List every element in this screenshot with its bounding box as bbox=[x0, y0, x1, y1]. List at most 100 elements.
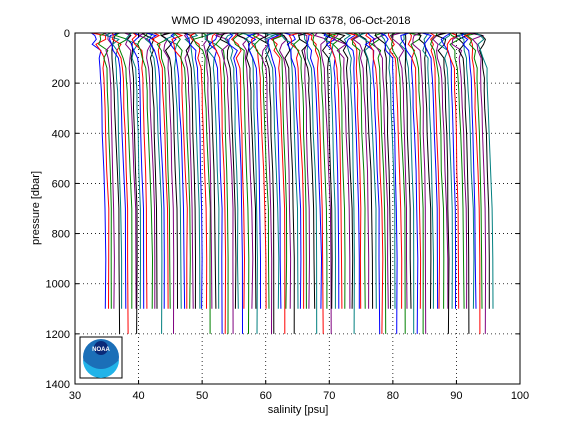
y-tick-label: 600 bbox=[52, 178, 70, 190]
profile-line bbox=[412, 32, 427, 334]
profile-line bbox=[461, 32, 477, 309]
profile-line bbox=[446, 32, 460, 309]
profile-line bbox=[475, 32, 494, 309]
profile-line bbox=[468, 32, 487, 334]
profile-line bbox=[204, 32, 220, 309]
y-tick-label: 1200 bbox=[46, 329, 70, 341]
y-tick-label: 800 bbox=[52, 229, 70, 241]
profile-line bbox=[371, 32, 387, 334]
profile-line bbox=[323, 32, 337, 309]
profile-line bbox=[232, 32, 250, 334]
profile-line bbox=[233, 32, 254, 309]
profile-line bbox=[270, 32, 288, 309]
profile-line bbox=[357, 32, 377, 309]
profile-line bbox=[472, 32, 490, 309]
profile-line bbox=[440, 32, 457, 309]
profile-line bbox=[325, 32, 343, 309]
profile-line bbox=[458, 32, 470, 334]
profile-line bbox=[345, 33, 360, 309]
profile-line bbox=[389, 32, 406, 334]
profile-line bbox=[160, 32, 175, 334]
profile-line bbox=[364, 32, 381, 334]
profile-line bbox=[246, 32, 261, 309]
profile-line bbox=[343, 32, 355, 334]
profile-line bbox=[313, 32, 332, 334]
x-tick-label: 60 bbox=[260, 390, 272, 402]
profile-line bbox=[164, 32, 182, 309]
profile-line bbox=[215, 32, 234, 334]
profile-line bbox=[407, 32, 422, 309]
profile-line bbox=[311, 32, 328, 309]
profile-line bbox=[192, 32, 211, 334]
y-tick-label: 1400 bbox=[46, 379, 70, 391]
profile-line bbox=[352, 32, 370, 309]
profile-line bbox=[465, 32, 483, 309]
y-tick-label: 400 bbox=[52, 128, 70, 140]
profile-line bbox=[124, 32, 142, 309]
profile-line bbox=[261, 32, 280, 309]
profile-line bbox=[151, 32, 169, 309]
profile-line bbox=[380, 32, 398, 334]
profile-line bbox=[281, 32, 299, 309]
profile-line bbox=[432, 32, 449, 309]
profile-line bbox=[422, 32, 435, 309]
profile-line bbox=[215, 32, 229, 334]
profile-line bbox=[91, 32, 107, 309]
profile-line bbox=[296, 32, 311, 309]
profile-line bbox=[109, 32, 127, 309]
profile-line bbox=[365, 32, 384, 334]
profile-line bbox=[298, 32, 316, 309]
profile-line bbox=[408, 32, 424, 334]
plot-frame bbox=[74, 32, 521, 385]
profile-line bbox=[380, 32, 396, 309]
profile-line bbox=[430, 32, 445, 309]
profile-line bbox=[171, 32, 188, 309]
profile-line bbox=[183, 32, 197, 309]
profile-line bbox=[156, 32, 171, 309]
profile-line bbox=[145, 32, 165, 309]
profile-line bbox=[456, 32, 475, 309]
profile-line bbox=[421, 32, 439, 309]
profile-line bbox=[111, 32, 129, 334]
profile-line bbox=[111, 32, 121, 334]
x-axis-label: salinity [psu] bbox=[268, 404, 329, 416]
profile-line bbox=[323, 32, 340, 309]
logo-wave bbox=[83, 360, 119, 378]
x-tick-label: 70 bbox=[323, 390, 335, 402]
profile-line bbox=[332, 32, 351, 309]
y-axis-label: pressure [dbar] bbox=[30, 171, 42, 245]
x-tick-label: 100 bbox=[511, 390, 529, 402]
profile-line bbox=[141, 32, 158, 309]
profile-line bbox=[288, 32, 305, 309]
profile-line bbox=[251, 33, 267, 309]
profile-line bbox=[434, 32, 450, 334]
profile-line bbox=[372, 32, 389, 309]
profile-line bbox=[449, 32, 465, 309]
x-tick-label: 90 bbox=[450, 390, 462, 402]
profile-line bbox=[131, 32, 148, 309]
profile-line bbox=[275, 32, 292, 309]
profile-line bbox=[240, 32, 258, 334]
profile-line bbox=[103, 32, 115, 309]
profile-line bbox=[374, 32, 391, 309]
profile-line bbox=[104, 32, 123, 309]
grid-lines bbox=[75, 33, 520, 384]
y-tick-label: 200 bbox=[52, 78, 70, 90]
profile-line bbox=[144, 32, 163, 334]
profile-line bbox=[417, 32, 432, 309]
profile-line bbox=[208, 32, 223, 334]
x-tick-label: 80 bbox=[387, 390, 399, 402]
profile-line bbox=[184, 32, 201, 309]
profile-line bbox=[183, 32, 194, 309]
profile-line bbox=[203, 32, 213, 309]
profile-line bbox=[173, 32, 191, 309]
profile-line bbox=[186, 32, 203, 309]
logo-text: NOAA bbox=[92, 347, 110, 353]
profile-line bbox=[451, 32, 468, 309]
profile-line bbox=[98, 32, 112, 309]
profile-line bbox=[114, 32, 133, 309]
profile-line bbox=[334, 32, 354, 309]
profile-line bbox=[404, 32, 412, 309]
x-tick-label: 40 bbox=[132, 390, 144, 402]
